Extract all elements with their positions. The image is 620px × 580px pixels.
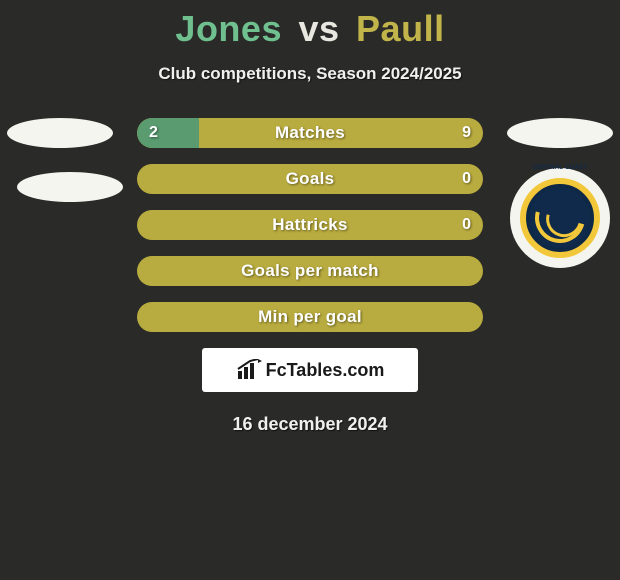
- stat-bar-goals: Goals 0: [137, 164, 483, 194]
- player2-photo-placeholder: [507, 118, 613, 148]
- bar-label: Goals per match: [137, 256, 483, 286]
- player1-photo-placeholder-2: [17, 172, 123, 202]
- subtitle: Club competitions, Season 2024/2025: [0, 64, 620, 84]
- footer-date: 16 december 2024: [0, 414, 620, 435]
- player2-name: Paull: [356, 8, 445, 49]
- comparison-panel: CENTRAL COAST 2 Matches 9 Goals 0 Hattri…: [0, 118, 620, 435]
- brand-badge: FcTables.com: [202, 348, 418, 392]
- bar-label: Goals: [137, 164, 483, 194]
- bar-value-right: 0: [462, 210, 471, 240]
- bar-value-right: 9: [462, 118, 471, 148]
- bar-label: Matches: [137, 118, 483, 148]
- badge-top-text: CENTRAL COAST: [510, 165, 610, 171]
- bar-label: Hattricks: [137, 210, 483, 240]
- player2-club-badge: CENTRAL COAST: [510, 168, 610, 268]
- mariners-badge-icon: [520, 178, 600, 258]
- player1-photo-placeholder-1: [7, 118, 113, 148]
- stat-bar-goals-per-match: Goals per match: [137, 256, 483, 286]
- stat-bar-min-per-goal: Min per goal: [137, 302, 483, 332]
- brand-text: FcTables.com: [266, 360, 385, 381]
- bar-label: Min per goal: [137, 302, 483, 332]
- vs-label: vs: [298, 8, 339, 49]
- stat-bar-matches: 2 Matches 9: [137, 118, 483, 148]
- bar-value-right: 0: [462, 164, 471, 194]
- page-title: Jones vs Paull: [0, 0, 620, 50]
- stat-bar-hattricks: Hattricks 0: [137, 210, 483, 240]
- wave-icon: [526, 184, 594, 252]
- fctables-chart-icon: [236, 359, 262, 381]
- player1-name: Jones: [175, 8, 282, 49]
- stat-bars: 2 Matches 9 Goals 0 Hattricks 0 Goals pe…: [137, 118, 483, 332]
